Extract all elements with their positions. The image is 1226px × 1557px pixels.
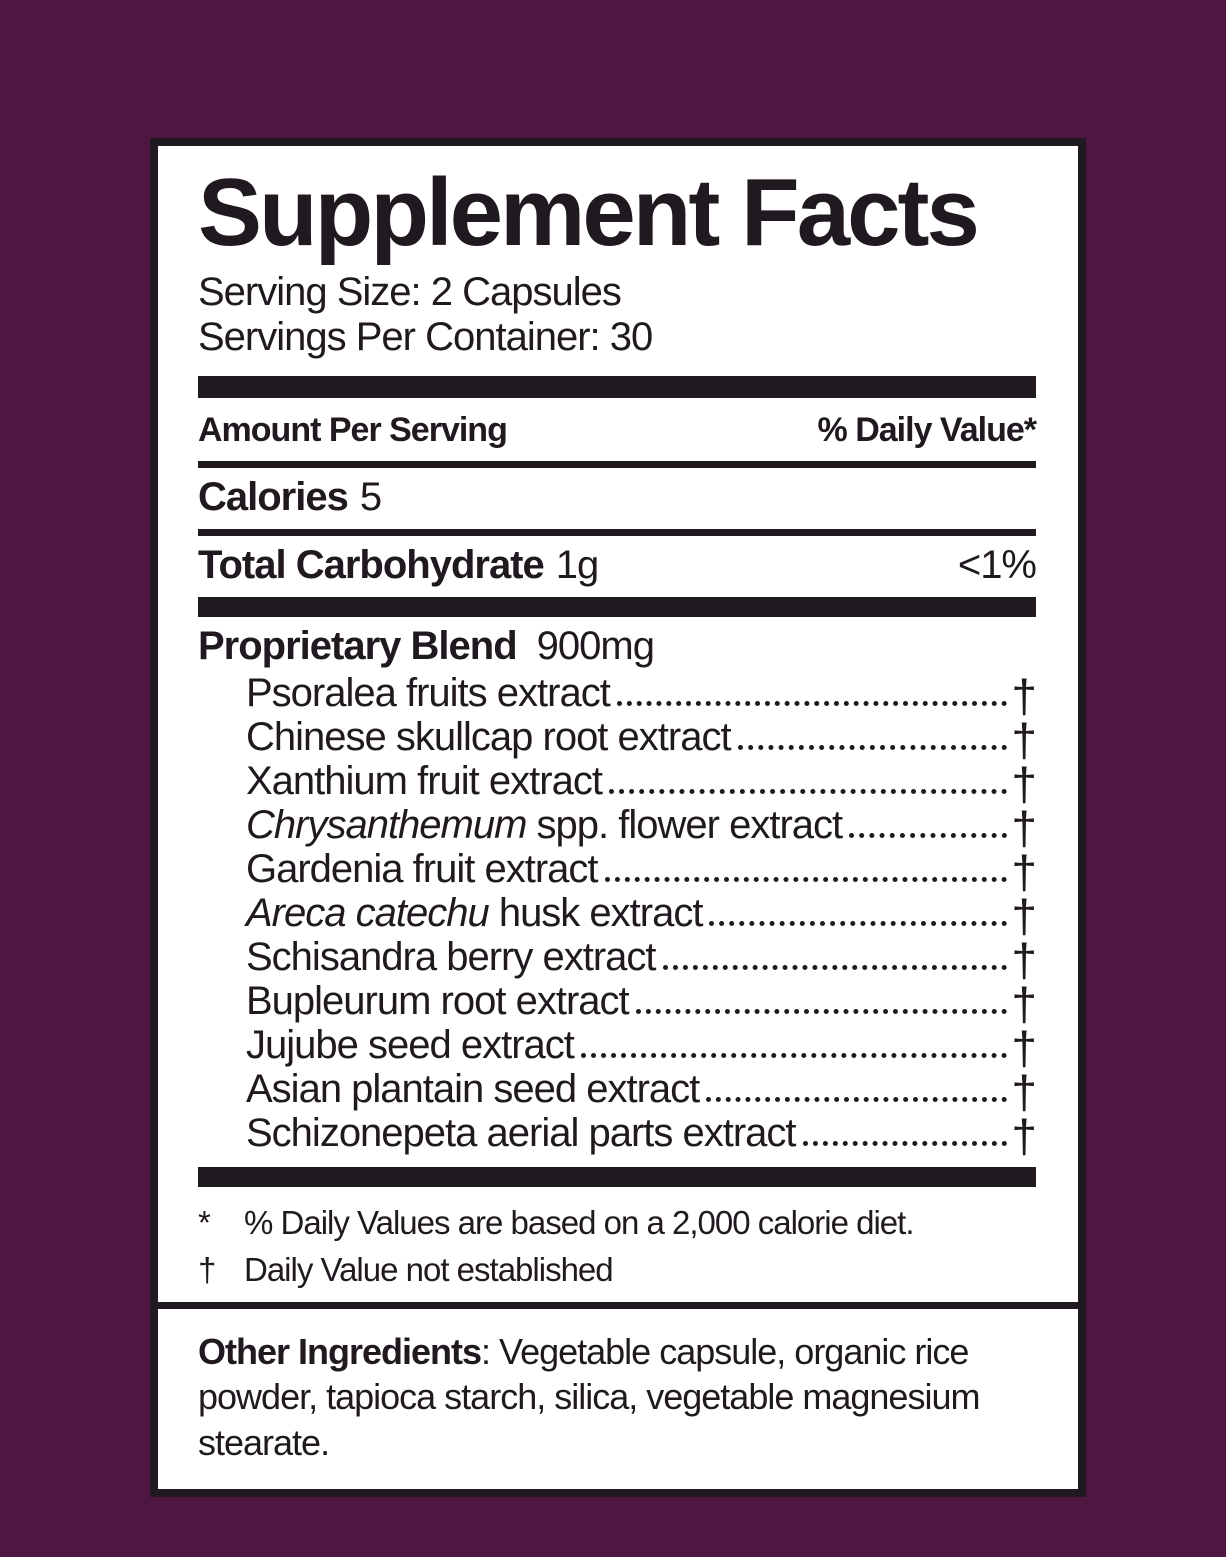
ingredient-name: Psoralea fruits extract [246,671,611,716]
blend-ingredient-row: Schisandra berry extract † [198,934,1037,987]
ingredient-text: Bupleurum root extract [246,979,630,1024]
ingredient-name: Schisandra berry extract [246,935,657,980]
daily-value-dagger: † [1011,670,1037,723]
dot-leader [616,701,1008,707]
ingredient-name: Xanthium fruit extract [246,759,603,804]
daily-value-dagger: † [1011,1066,1037,1119]
footnotes-section: * % Daily Values are based on a 2,000 ca… [198,1187,1036,1302]
dot-leader [580,1053,1008,1059]
dot-leader [849,833,1008,839]
footnote-text: Daily Value not established [244,1250,614,1288]
ingredient-text: Jujube seed extract [246,1023,575,1068]
blend-name: Proprietary Blend [198,624,518,669]
ingredient-name: Asian plantain seed extract [246,1067,700,1112]
ingredient-text: spp. flower extract [526,803,844,848]
other-ingredients-section: Other Ingredients: Vegetable capsule, or… [158,1309,1078,1489]
ingredient-name: Jujube seed extract [246,1023,575,1068]
divider-calories-top [198,461,1036,469]
calories-amount: 5 [359,475,382,520]
dot-leader [662,965,1008,971]
amount-per-serving-header: Amount Per Serving [198,411,508,450]
calories-label: Calories 5 [198,475,382,520]
daily-value-dagger: † [1011,934,1037,987]
other-ingredients-divider [158,1301,1078,1309]
other-ingredients-label: Other Ingredients [198,1330,482,1372]
ingredient-text: Gardenia fruit extract [246,847,598,892]
dagger-symbol: † [198,1250,216,1288]
dot-leader [608,789,1008,795]
total-carbohydrate-row: Total Carbohydrate 1g <1% [198,536,1037,597]
blend-ingredient-row: Bupleurum root extract † [198,978,1037,1031]
divider-thick-blend [198,597,1036,618]
daily-value-header: % Daily Value* [817,411,1037,450]
footnote-not-established: † Daily Value not established [198,1244,1036,1290]
proprietary-blend-heading: Proprietary Blend 900mg [198,617,1036,671]
divider-thick-bottom [198,1167,1036,1188]
ingredient-latin-name: Areca catechu [246,891,490,936]
asterisk-symbol: * [198,1204,211,1242]
daily-value-dagger: † [1011,1110,1037,1163]
ingredient-text: Chinese skullcap root extract [246,715,732,760]
blend-ingredient-row: Areca catechu husk extract † [198,890,1037,943]
ingredient-name: Schizonepeta aerial parts extract [246,1111,797,1156]
servings-per-container: Servings Per Container: 30 [198,315,653,360]
other-ingredients-text: : Vegetable capsule, organic rice powder… [198,1330,980,1463]
footnote-daily-values: * % Daily Values are based on a 2,000 ca… [198,1197,1036,1243]
dot-leader [604,877,1008,883]
blend-amount: 900mg [536,624,655,669]
ingredient-name: Areca catechu husk extract [246,891,704,936]
ingredient-name: Bupleurum root extract [246,979,630,1024]
ingredient-text: Psoralea fruits extract [246,671,611,716]
ingredient-name: Chinese skullcap root extract [246,715,732,760]
ingredient-text: Xanthium fruit extract [246,759,603,804]
blend-ingredient-row: Asian plantain seed extract † [198,1066,1037,1119]
carbohydrate-amount: 1g [555,543,599,588]
blend-ingredient-row: Chinese skullcap root extract † [198,714,1037,767]
carbohydrate-label: Total Carbohydrate 1g [198,543,599,588]
ingredient-name: Gardenia fruit extract [246,847,598,891]
ingredient-text: Schisandra berry extract [246,935,657,980]
ingredient-text: Schizonepeta aerial parts extract [246,1111,797,1156]
divider-thick-top [198,376,1036,399]
divider-carb-top [198,529,1036,537]
daily-value-dagger: † [1011,846,1037,899]
dot-leader [737,745,1008,751]
panel-title: Supplement Facts [198,159,980,266]
ingredient-latin-name: Chrysanthemum [246,803,527,848]
calories-row: Calories 5 [198,468,1036,529]
blend-ingredient-row: Xanthium fruit extract † [198,758,1037,811]
daily-value-dagger: † [1011,1022,1037,1075]
ingredient-name: Chrysanthemum spp. flower extract [246,803,844,848]
ingredient-text: husk extract [488,891,704,936]
blend-ingredient-row: Gardenia fruit extract † [198,846,1037,899]
daily-value-dagger: † [1011,890,1037,943]
dot-leader [706,1097,1008,1103]
footnote-text: % Daily Values are based on a 2,000 calo… [244,1204,914,1242]
blend-ingredient-row: Jujube seed extract † [198,1022,1037,1075]
dot-leader [802,1141,1008,1147]
carbohydrate-daily-value: <1% [957,543,1037,588]
daily-value-dagger: † [1011,758,1037,811]
supplement-facts-panel: Supplement Facts Serving Size: 2 Capsule… [150,138,1086,1497]
blend-ingredient-row: Chrysanthemum spp. flower extract † [198,802,1037,855]
blend-ingredient-row: Schizonepeta aerial parts extract † [198,1110,1037,1163]
serving-size: Serving Size: 2 Capsules [198,269,622,314]
ingredient-text: Asian plantain seed extract [246,1067,700,1112]
daily-value-dagger: † [1011,714,1037,767]
dot-leader [709,921,1008,927]
dot-leader [635,1009,1008,1015]
carbohydrate-name: Total Carbohydrate [198,543,545,588]
column-header-row: Amount Per Serving % Daily Value* [198,398,1037,461]
calories-name: Calories [198,475,349,520]
blend-ingredient-row: Psoralea fruits extract † [198,670,1037,723]
daily-value-dagger: † [1011,978,1037,1031]
daily-value-dagger: † [1011,802,1037,855]
other-ingredients-paragraph: Other Ingredients: Vegetable capsule, or… [198,1319,1036,1471]
facts-main-section: Supplement Facts Serving Size: 2 Capsule… [158,146,1078,1302]
